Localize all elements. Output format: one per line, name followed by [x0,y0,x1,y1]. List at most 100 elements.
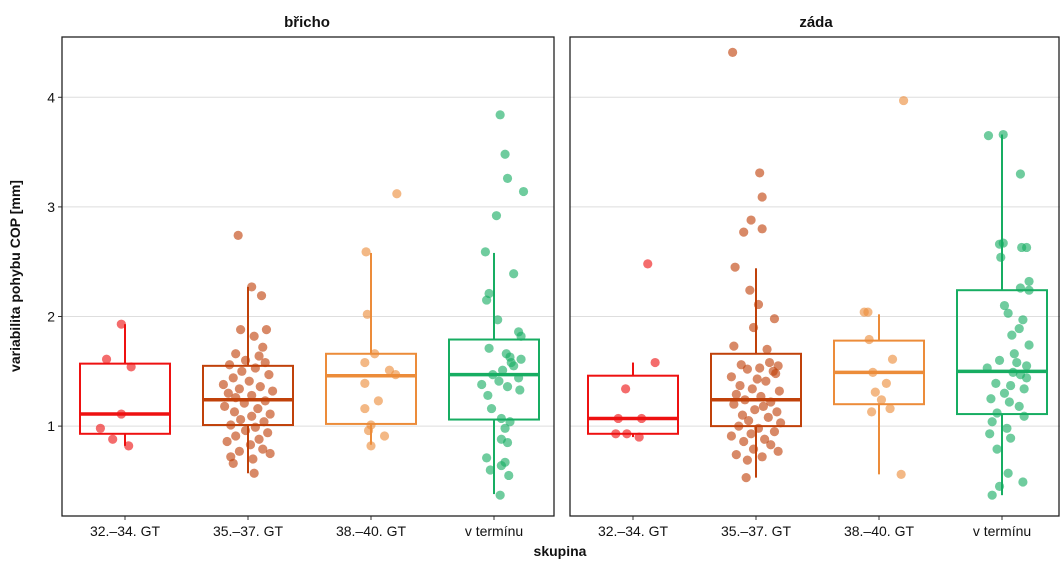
data-point [752,374,762,384]
data-point [265,409,275,419]
data-point [108,434,118,444]
data-point [256,291,267,301]
data-point [255,382,265,392]
data-point [982,363,992,373]
data-point [515,385,525,395]
data-point [991,378,1001,388]
data-point [250,422,260,432]
data-point [247,282,257,292]
data-point [392,189,402,199]
data-point [258,444,268,454]
data-point [260,357,270,368]
data-point [992,408,1002,418]
data-point [764,357,775,368]
facet-title-bricho: břicho [284,14,330,31]
data-point [755,363,765,373]
data-point [729,399,739,409]
data-point [248,454,258,464]
data-point [622,429,632,439]
data-point [747,384,757,394]
data-point [769,426,780,437]
data-point [228,458,238,468]
data-point [994,355,1005,365]
data-point [750,405,760,415]
panel-border [61,36,555,517]
data-point [1015,283,1026,293]
data-point [228,373,238,383]
data-point [1024,340,1034,350]
data-point [1004,397,1014,407]
data-point [496,460,506,471]
data-point [1014,401,1024,411]
data-point [1022,373,1032,383]
data-point [223,388,233,398]
data-point [766,440,776,450]
data-point [1024,285,1034,295]
data-point [500,423,510,433]
data-point [756,391,766,402]
data-point [771,368,781,379]
y-tick-label: 3 [47,199,55,215]
data-point [876,395,887,405]
x-tick-label: 38.–40. GT [336,523,406,539]
data-point [998,129,1008,140]
data-point [774,386,784,396]
data-point [363,425,374,436]
data-point [1008,367,1018,378]
data-point [745,285,755,295]
data-point [863,307,873,317]
data-point [744,416,754,426]
data-point [762,344,772,354]
data-point [731,450,741,460]
data-point [986,394,996,404]
data-point [737,410,748,420]
data-point [247,390,257,401]
panel-border [569,36,1060,517]
data-point [1003,308,1013,318]
x-tick-label: 38.–40. GT [844,523,914,539]
data-point [234,384,244,394]
data-point [222,436,232,447]
data-point [268,386,278,396]
data-point [259,417,269,427]
data-point [502,437,513,448]
box-iqr [202,364,294,427]
data-point [484,343,494,353]
data-point [746,429,756,439]
data-point [505,417,515,427]
data-point [739,436,749,447]
data-point [734,421,744,431]
data-point [95,423,105,433]
data-point [899,95,909,106]
data-point [237,366,247,376]
data-point [483,390,493,401]
data-point [758,401,768,411]
data-point [643,259,653,269]
data-point [239,398,249,408]
data-point [263,428,273,438]
box-iqr [956,289,1048,416]
data-point [870,387,880,397]
x-axis-title: skupina [534,543,587,559]
data-point [999,388,1010,398]
data-point [868,367,878,378]
data-point [116,409,126,419]
y-tick-label: 1 [47,418,55,434]
data-point [753,423,764,433]
data-point [728,47,738,57]
data-point [509,269,519,279]
data-point [253,403,263,414]
data-point [1018,477,1028,487]
data-point [254,351,264,361]
data-point [1022,361,1032,371]
data-point [1014,323,1024,334]
data-point [231,431,241,441]
data-point [755,168,765,178]
box-iqr [79,362,171,435]
data-point [477,379,487,390]
data-point [634,432,644,442]
data-point [992,444,1002,454]
data-point [776,418,786,428]
data-point [236,325,246,335]
